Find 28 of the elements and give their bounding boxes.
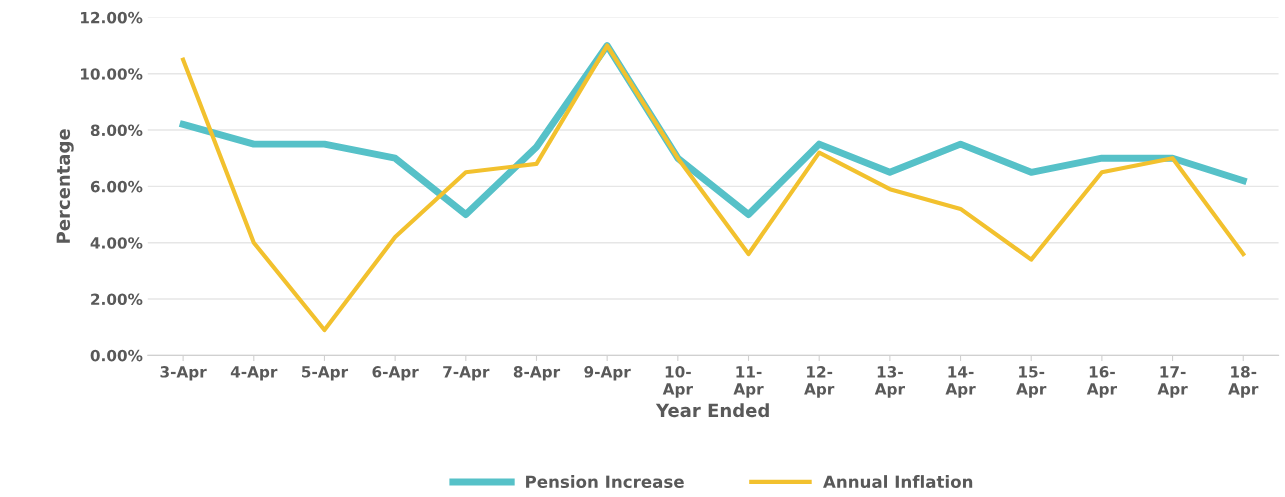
x-tick-label: 18-Apr <box>1228 366 1259 398</box>
y-tick-label: 4.00% <box>90 237 143 249</box>
line-series <box>181 43 1246 333</box>
x-tick-label: 8-Apr <box>513 366 561 381</box>
x-tick-label: 6-Apr <box>372 366 419 381</box>
x-tick-label: 12-Apr <box>804 366 835 398</box>
y-tick-label: 6.00% <box>90 180 143 193</box>
legend-label: Pension Increase <box>526 475 684 489</box>
x-tick-label: 13-Apr <box>874 366 905 398</box>
y-tick-label: 10.00% <box>81 68 143 80</box>
y-tick-label: 2.00% <box>91 293 143 306</box>
legend-label: Annual Inflation <box>823 475 973 489</box>
x-tick-label: 3-Apr <box>160 366 207 381</box>
x-tick-label: 10-Apr <box>662 366 693 398</box>
x-axis-title: Year Ended <box>655 403 769 418</box>
x-tick-label: 16-Apr <box>1086 366 1117 398</box>
x-tick-label: 17-Apr <box>1157 366 1188 398</box>
x-tick-label: 5-Apr <box>302 366 349 381</box>
y-axis-title: Percentage <box>56 129 74 243</box>
x-tick-label: 14-Apr <box>945 366 976 398</box>
y-tick-label: 8.00% <box>90 124 143 137</box>
x-tick-label: 4-Apr <box>230 366 278 381</box>
y-tick-label: 12.00% <box>81 11 143 24</box>
x-tick-label: 7-Apr <box>443 366 490 381</box>
x-tick-label: 11-Apr <box>733 366 764 398</box>
y-tick-label: 0.00% <box>90 349 143 362</box>
x-tick-label: 9-Apr <box>584 366 631 381</box>
x-tick-label: 15-Apr <box>1016 366 1047 398</box>
